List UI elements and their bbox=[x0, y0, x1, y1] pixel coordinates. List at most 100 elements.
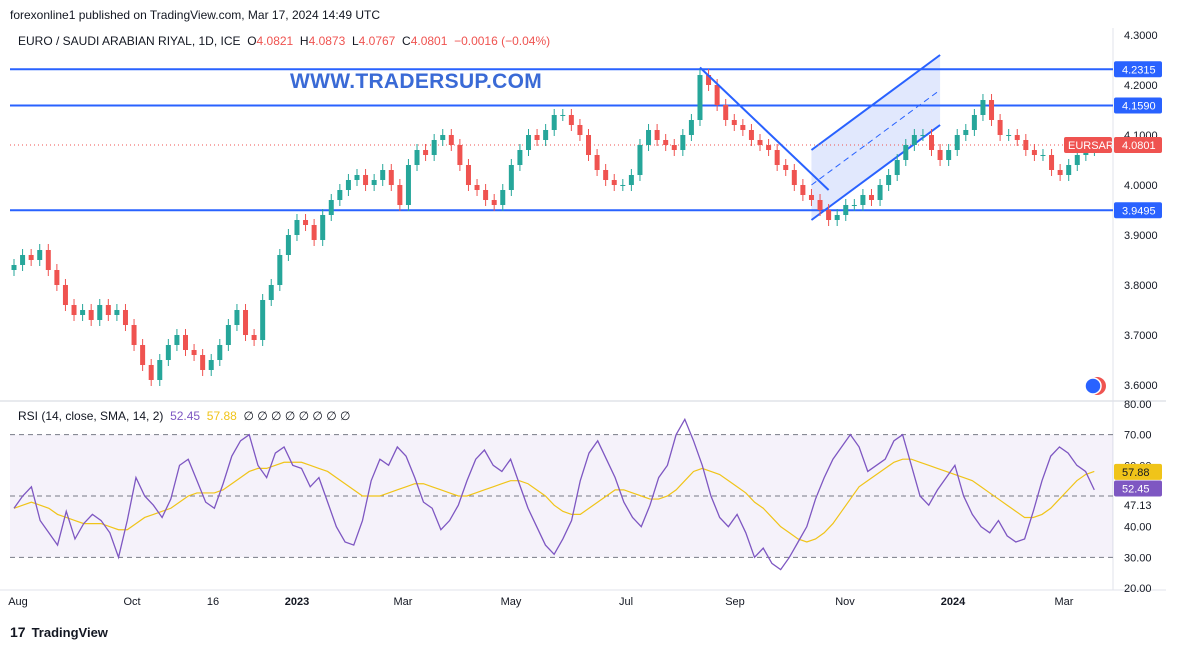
high-value: 4.0873 bbox=[308, 34, 346, 48]
level-tag-label: 4.1590 bbox=[1122, 101, 1156, 113]
candle-body bbox=[560, 115, 566, 116]
candle-body bbox=[457, 145, 463, 165]
level-tag-label: 3.9495 bbox=[1122, 205, 1156, 217]
candle-body bbox=[860, 195, 866, 205]
price-tick-label: 3.8000 bbox=[1124, 280, 1158, 292]
candle-body bbox=[646, 130, 652, 145]
low-value: 4.0767 bbox=[358, 34, 396, 48]
candle-body bbox=[148, 365, 154, 380]
candle-body bbox=[140, 345, 146, 365]
candle-body bbox=[491, 200, 497, 205]
candle-body bbox=[423, 150, 429, 155]
candle-body bbox=[834, 215, 840, 220]
candle-body bbox=[337, 190, 343, 200]
candle-body bbox=[1014, 135, 1020, 140]
candle-body bbox=[200, 355, 206, 370]
candle-body bbox=[997, 120, 1003, 135]
last-price-tag-label: 4.0801 bbox=[1122, 140, 1156, 152]
candle-body bbox=[380, 170, 386, 180]
candle-body bbox=[517, 150, 523, 165]
time-tick-label: Aug bbox=[8, 596, 28, 608]
rsi-tick-label: 40.00 bbox=[1124, 522, 1152, 534]
candle-body bbox=[551, 115, 557, 130]
candle-body bbox=[105, 305, 111, 315]
candle-body bbox=[260, 300, 266, 340]
open-value: 4.0821 bbox=[256, 34, 294, 48]
candle-body bbox=[225, 325, 231, 345]
candle-body bbox=[757, 140, 763, 145]
candle-body bbox=[363, 175, 369, 185]
rsi-line bbox=[13, 417, 1095, 571]
symbol-name[interactable]: EURO / SAUDI ARABIAN RIYAL, 1D, ICE bbox=[18, 34, 241, 48]
rsi-tick-label: 70.00 bbox=[1124, 430, 1152, 442]
candle-body bbox=[800, 185, 806, 195]
price-tick-label: 4.2000 bbox=[1124, 80, 1158, 92]
time-tick-label: Sep bbox=[725, 596, 745, 608]
candle-body bbox=[122, 310, 128, 325]
candle-body bbox=[88, 310, 94, 320]
candle-body bbox=[628, 175, 634, 185]
candle-body bbox=[1031, 150, 1037, 155]
candle-body bbox=[706, 75, 712, 85]
candle-body bbox=[534, 135, 540, 140]
candle-body bbox=[826, 210, 832, 220]
candle-body bbox=[774, 150, 780, 165]
candle-body bbox=[1023, 140, 1029, 150]
candle-body bbox=[1040, 155, 1046, 156]
rsi-label[interactable]: RSI (14, close, SMA, 14, 2) bbox=[18, 409, 164, 423]
candle-body bbox=[877, 185, 883, 200]
candle-body bbox=[817, 200, 823, 210]
channel-fill bbox=[811, 55, 941, 220]
rsi-tag-label: 52.45 bbox=[1122, 483, 1150, 495]
candle-body bbox=[808, 195, 814, 200]
rsi-sma-tag-bg bbox=[1114, 463, 1162, 480]
rsi-tick-label: 47.13 bbox=[1124, 500, 1152, 512]
candle-body bbox=[1057, 170, 1063, 175]
candle-body bbox=[903, 145, 909, 160]
candle-body bbox=[62, 285, 68, 305]
publish-header: forexonline1 published on TradingView.co… bbox=[10, 8, 381, 22]
candle-body bbox=[654, 130, 660, 140]
candle-body bbox=[525, 135, 531, 150]
price-tick-label: 3.7000 bbox=[1124, 330, 1158, 342]
candle-body bbox=[1066, 165, 1072, 175]
candle-body bbox=[71, 305, 77, 315]
candle-body bbox=[474, 185, 480, 190]
candle-body bbox=[208, 360, 214, 370]
candle-body bbox=[954, 135, 960, 150]
time-tick-label: 16 bbox=[207, 596, 219, 608]
candle-body bbox=[723, 105, 729, 120]
candle-body bbox=[500, 190, 506, 205]
symbol-tag-bg bbox=[1064, 136, 1112, 153]
level-tag-bg bbox=[1114, 61, 1162, 78]
candle-body bbox=[157, 360, 163, 380]
candle-body bbox=[688, 120, 694, 135]
candle-body bbox=[1049, 155, 1055, 170]
candle-body bbox=[174, 335, 180, 345]
candle-body bbox=[791, 170, 797, 185]
time-tick-label: Nov bbox=[835, 596, 855, 608]
candle-body bbox=[594, 155, 600, 170]
candle-body bbox=[886, 175, 892, 185]
candle-body bbox=[345, 180, 351, 190]
candle-body bbox=[663, 140, 669, 145]
tradingview-brand: TradingView bbox=[31, 624, 108, 640]
low-label: L bbox=[351, 34, 359, 48]
rsi-legend-value: 52.45 bbox=[170, 409, 201, 423]
open-label: O bbox=[247, 34, 257, 48]
candle-body bbox=[251, 335, 257, 340]
channel-lower-line bbox=[810, 124, 941, 221]
candle-body bbox=[243, 310, 249, 335]
candle-body bbox=[277, 255, 283, 285]
candle-body bbox=[311, 225, 317, 240]
candle-body bbox=[766, 145, 772, 150]
candle-body bbox=[45, 250, 51, 270]
candle-body bbox=[577, 125, 583, 135]
candle-body bbox=[671, 145, 677, 150]
candle-body bbox=[611, 180, 617, 185]
tradingview-footer[interactable]: 17 TradingView bbox=[10, 624, 108, 640]
candle-body bbox=[182, 335, 188, 350]
chart-legend: EURO / SAUDI ARABIAN RIYAL, 1D, ICE O4.0… bbox=[18, 34, 550, 48]
candle-body bbox=[405, 165, 411, 205]
